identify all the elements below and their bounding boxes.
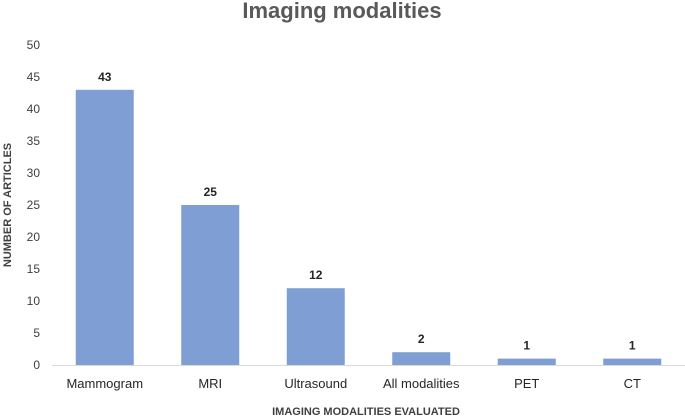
y-tick-label: 5 xyxy=(33,326,40,340)
bar xyxy=(181,205,240,365)
bar xyxy=(75,89,134,366)
category-label: Ultrasound xyxy=(284,376,347,391)
y-tick-label: 20 xyxy=(27,230,41,244)
category-label: Mammogram xyxy=(66,376,143,391)
data-label: 1 xyxy=(523,339,530,353)
y-axis-ticks: 0 5 10 15 20 25 30 35 40 45 50 xyxy=(27,38,41,372)
y-tick-label: 10 xyxy=(27,294,41,308)
category-label: MRI xyxy=(198,376,222,391)
y-tick-label: 50 xyxy=(27,38,41,52)
chart-title: Imaging modalities xyxy=(242,0,441,23)
category-label: CT xyxy=(624,376,641,391)
y-tick-label: 45 xyxy=(27,70,41,84)
x-axis-label: IMAGING MODALITIES EVALUATED xyxy=(272,406,460,418)
data-label: 2 xyxy=(418,332,425,346)
bar xyxy=(286,288,345,365)
y-tick-label: 25 xyxy=(27,198,41,212)
y-tick-label: 15 xyxy=(27,262,41,276)
data-label: 25 xyxy=(204,185,218,199)
y-tick-label: 35 xyxy=(27,134,41,148)
y-tick-label: 40 xyxy=(27,102,41,116)
y-axis-label: NUMBER OF ARTICLES xyxy=(2,143,14,267)
bars-group xyxy=(75,89,662,366)
category-label: All modalities xyxy=(383,376,460,391)
y-tick-label: 0 xyxy=(33,358,40,372)
bar xyxy=(392,352,451,365)
data-label: 43 xyxy=(98,70,112,84)
category-labels-group: Mammogram MRI Ultrasound All modalities PET C… xyxy=(66,376,641,391)
data-labels-group: 43 25 12 2 1 1 xyxy=(98,70,636,353)
bar xyxy=(603,358,662,365)
bar xyxy=(497,358,556,365)
data-label: 1 xyxy=(629,339,636,353)
data-label: 12 xyxy=(309,268,323,282)
y-tick-label: 30 xyxy=(27,166,41,180)
category-label: PET xyxy=(514,376,539,391)
